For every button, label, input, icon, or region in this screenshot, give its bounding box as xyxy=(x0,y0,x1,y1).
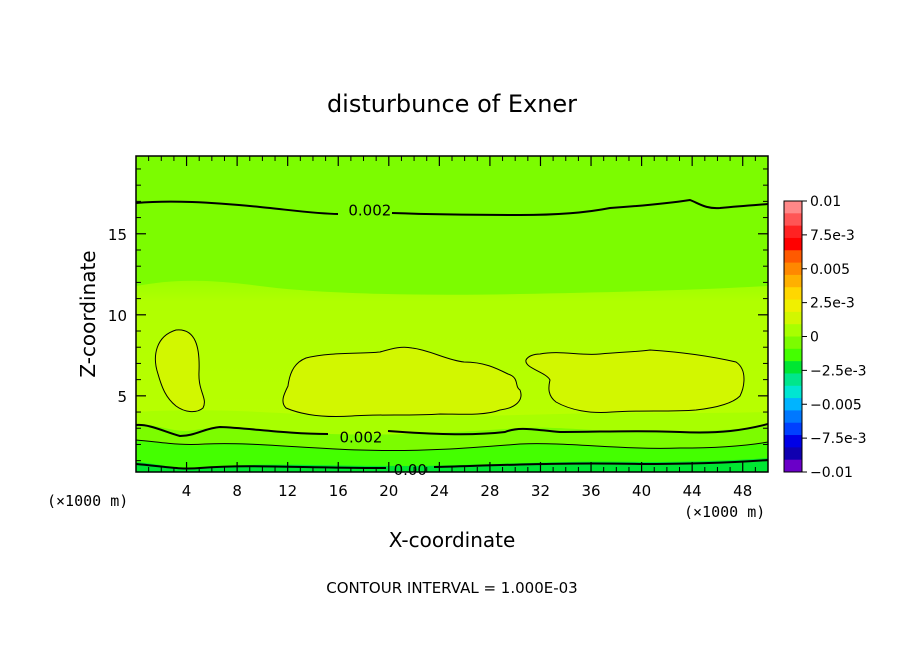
colorbar-label: 0.005 xyxy=(810,262,850,278)
contour-interval-footer: CONTOUR INTERVAL = 1.000E-03 xyxy=(326,579,577,597)
contour-line-lower xyxy=(136,423,768,438)
colorbar-segment xyxy=(784,422,802,436)
colorbar-segment xyxy=(784,274,802,288)
x-unit-left: (×1000 m) xyxy=(47,492,128,510)
contour-label: 0.002 xyxy=(340,428,383,446)
colorbar-segment xyxy=(784,213,802,227)
colorbar-label: 2.5e-3 xyxy=(810,296,855,312)
x-tick-label: 40 xyxy=(632,482,651,500)
colorbar-label: 0 xyxy=(810,330,819,346)
colorbar-segment xyxy=(784,250,802,264)
colorbar-segment xyxy=(784,324,802,337)
colorbar-label: −0.005 xyxy=(810,397,862,413)
x-tick-label: 24 xyxy=(430,482,449,500)
colorbar-segment xyxy=(784,262,802,276)
x-tick-label: 32 xyxy=(531,482,550,500)
colorbar-segment xyxy=(784,398,802,411)
contour-label: 0.002 xyxy=(348,201,391,219)
contour-line-zero xyxy=(136,459,768,470)
colorbar-segment xyxy=(784,435,802,448)
colorbar-segment xyxy=(784,410,802,424)
x-tick-label: 8 xyxy=(232,482,242,500)
contour-label: 0.00 xyxy=(394,461,427,479)
x-tick-label: 16 xyxy=(329,482,348,500)
colorbar-label: −7.5e-3 xyxy=(810,431,867,447)
contour-line-upper xyxy=(136,198,768,217)
cell-3-fill xyxy=(525,349,745,413)
colorbar-segment xyxy=(784,299,802,313)
cell-1-fill xyxy=(154,329,205,413)
x-tick-label: 4 xyxy=(182,482,192,500)
colorbar-label: 7.5e-3 xyxy=(810,228,855,244)
colorbar-segment xyxy=(784,373,802,387)
y-tick-label: 10 xyxy=(108,307,127,325)
colorbar-label: −0.01 xyxy=(810,465,853,481)
colorbar-segment xyxy=(784,385,802,399)
contour-line-thin xyxy=(136,439,768,452)
x-axis-label: X-coordinate xyxy=(389,528,516,552)
colorbar-label: 0.01 xyxy=(810,194,841,210)
colorbar-segment xyxy=(784,237,802,251)
colorbar-segment xyxy=(784,459,802,473)
y-tick-label: 15 xyxy=(108,226,127,244)
colorbar-segment xyxy=(784,447,802,461)
colorbar-segment xyxy=(784,225,802,239)
cell-2-fill xyxy=(282,346,522,417)
colorbar-segment xyxy=(784,311,802,325)
x-tick-label: 48 xyxy=(733,482,752,500)
x-tick-label: 12 xyxy=(278,482,297,500)
colorbar-segment xyxy=(784,336,802,350)
x-unit-right: (×1000 m) xyxy=(684,503,765,521)
colorbar-segment xyxy=(784,348,802,362)
x-tick-label: 36 xyxy=(581,482,600,500)
y-tick-label: 5 xyxy=(117,388,127,406)
colorbar-label: −2.5e-3 xyxy=(810,363,867,379)
chart-title: disturbunce of Exner xyxy=(327,90,577,118)
y-axis-label: Z-coordinate xyxy=(76,250,100,377)
x-tick-label: 20 xyxy=(379,482,398,500)
colorbar-segment xyxy=(784,287,802,301)
lower-band-4 xyxy=(136,458,768,472)
x-tick-label: 28 xyxy=(480,482,499,500)
x-tick-label: 44 xyxy=(683,482,702,500)
plot-area xyxy=(136,156,768,472)
colorbar-segment xyxy=(784,361,802,374)
colorbar-segment xyxy=(784,201,802,214)
